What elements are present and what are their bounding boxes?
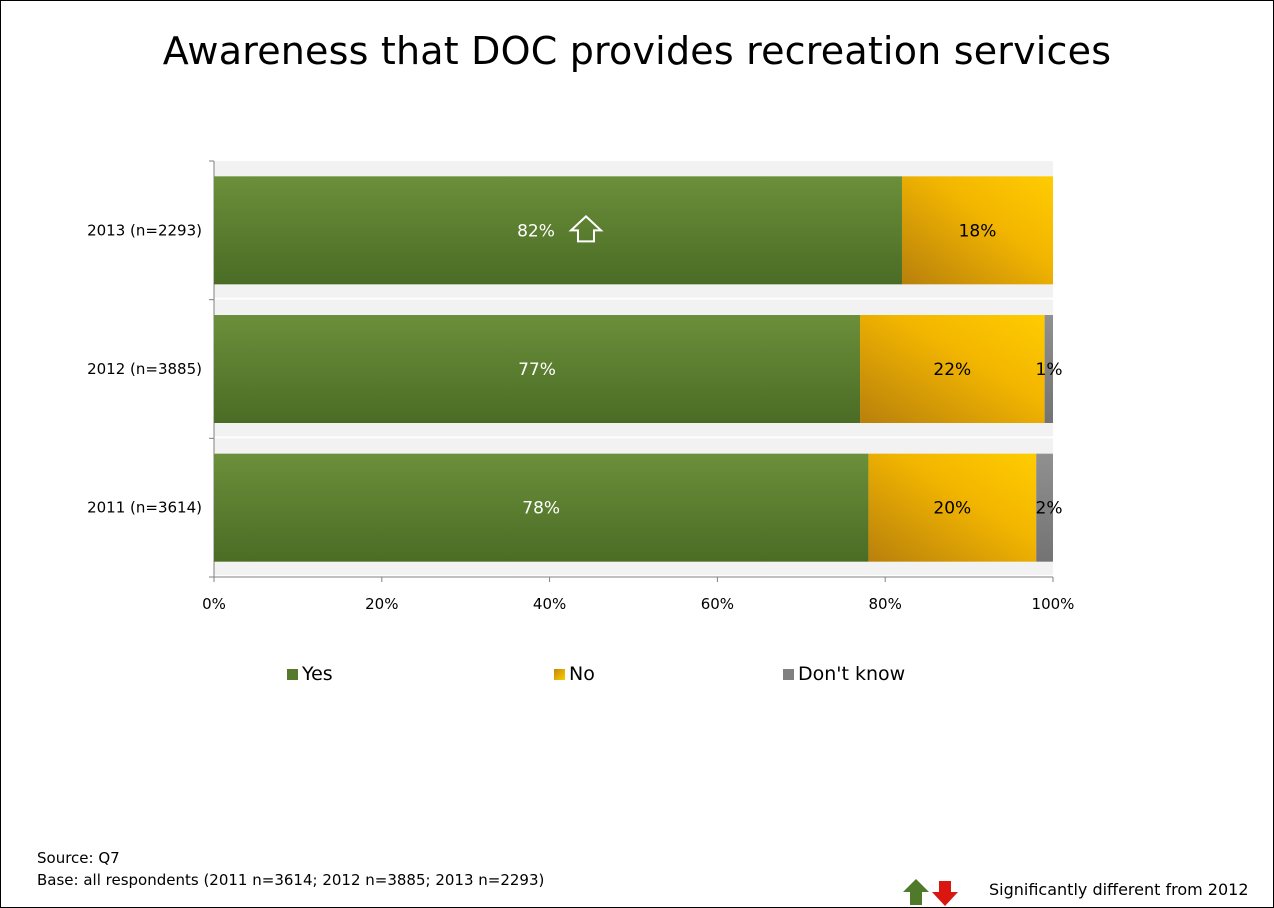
bar-no bbox=[868, 453, 1037, 562]
bar-yes bbox=[214, 176, 902, 285]
legend-item: No bbox=[554, 663, 595, 685]
footnote: Source: Q7 Base: all respondents (2011 n… bbox=[37, 847, 544, 891]
x-tick-label: 100% bbox=[1032, 595, 1075, 613]
chart-title: Awareness that DOC provides recreation s… bbox=[162, 29, 1112, 73]
bar-no bbox=[901, 176, 1053, 285]
source-note: Source: Q7 bbox=[37, 849, 120, 867]
legend-item: Don't know bbox=[783, 663, 905, 685]
category-label: 2013 (n=2293) bbox=[87, 221, 202, 239]
data-label: 18% bbox=[959, 221, 997, 241]
data-label: 82% bbox=[517, 221, 555, 241]
bar-yes bbox=[214, 315, 861, 423]
legend-label: No bbox=[569, 663, 595, 685]
legend-item: Yes bbox=[287, 663, 333, 685]
data-label: 22% bbox=[933, 360, 971, 380]
bar-yes bbox=[214, 453, 869, 562]
data-label: 20% bbox=[933, 499, 971, 519]
x-tick-label: 20% bbox=[365, 595, 398, 613]
bar-don-t-know bbox=[1044, 315, 1053, 423]
arrow-up-icon bbox=[903, 879, 929, 905]
x-tick-label: 40% bbox=[533, 595, 566, 613]
legend-swatch bbox=[783, 668, 794, 680]
legend-label: Don't know bbox=[798, 663, 906, 685]
bar-no bbox=[860, 315, 1045, 423]
category-label: 2012 (n=3885) bbox=[87, 360, 202, 378]
x-tick-label: 80% bbox=[869, 595, 902, 613]
significance-key: Significantly different from 2012 bbox=[899, 877, 1271, 907]
x-tick-label: 0% bbox=[202, 595, 226, 613]
data-label: 78% bbox=[522, 499, 560, 519]
legend: Yes No Don't know bbox=[1, 663, 1273, 689]
legend-swatch bbox=[287, 668, 298, 680]
arrow-up-icon bbox=[568, 214, 604, 243]
x-tick-label: 60% bbox=[701, 595, 734, 613]
base-note: Base: all respondents (2011 n=3614; 2012… bbox=[37, 871, 545, 889]
legend-label: Yes bbox=[302, 663, 333, 685]
bar-don-t-know bbox=[1036, 453, 1053, 562]
data-label: 2% bbox=[1036, 499, 1063, 519]
data-label: 1% bbox=[1036, 360, 1063, 380]
arrow-down-icon bbox=[932, 881, 958, 906]
legend-swatch bbox=[554, 668, 565, 680]
significance-label: Significantly different from 2012 bbox=[989, 880, 1249, 899]
data-label: 77% bbox=[518, 360, 556, 380]
bar-chart: 0% 20% 40% 60% 80% 100% 2013 (n=2293) 82% 18% 201… bbox=[87, 160, 1075, 613]
category-label: 2011 (n=3614) bbox=[87, 499, 202, 517]
